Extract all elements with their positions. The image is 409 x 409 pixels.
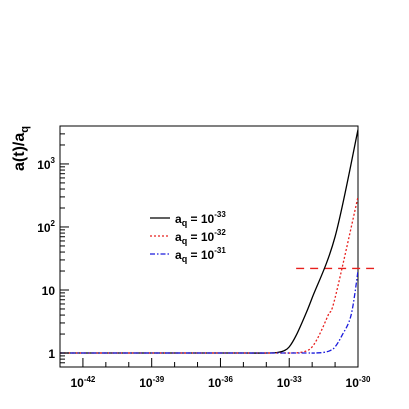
y-tick-label: 1	[48, 347, 55, 361]
x-tick-label: 10-42	[70, 375, 95, 390]
plot-frame	[59, 125, 359, 368]
x-tick-label: 10-36	[208, 375, 233, 390]
legend-label-2: aq = 10-32	[175, 228, 226, 246]
x-tick-label: 10-39	[139, 375, 164, 390]
y-tick-label: 102	[37, 219, 55, 235]
legend-label-1: aq = 10-33	[175, 210, 226, 228]
legend-label-3: aq = 10-31	[175, 246, 226, 264]
y-axis-title: a(t)/aq	[11, 126, 31, 171]
y-tick-label: 103	[37, 156, 55, 172]
series-line-3	[60, 270, 358, 354]
x-tick-label: 10-30	[346, 375, 371, 390]
x-tick-label: 10-33	[277, 375, 302, 390]
y-tick-label: 10	[42, 284, 56, 298]
